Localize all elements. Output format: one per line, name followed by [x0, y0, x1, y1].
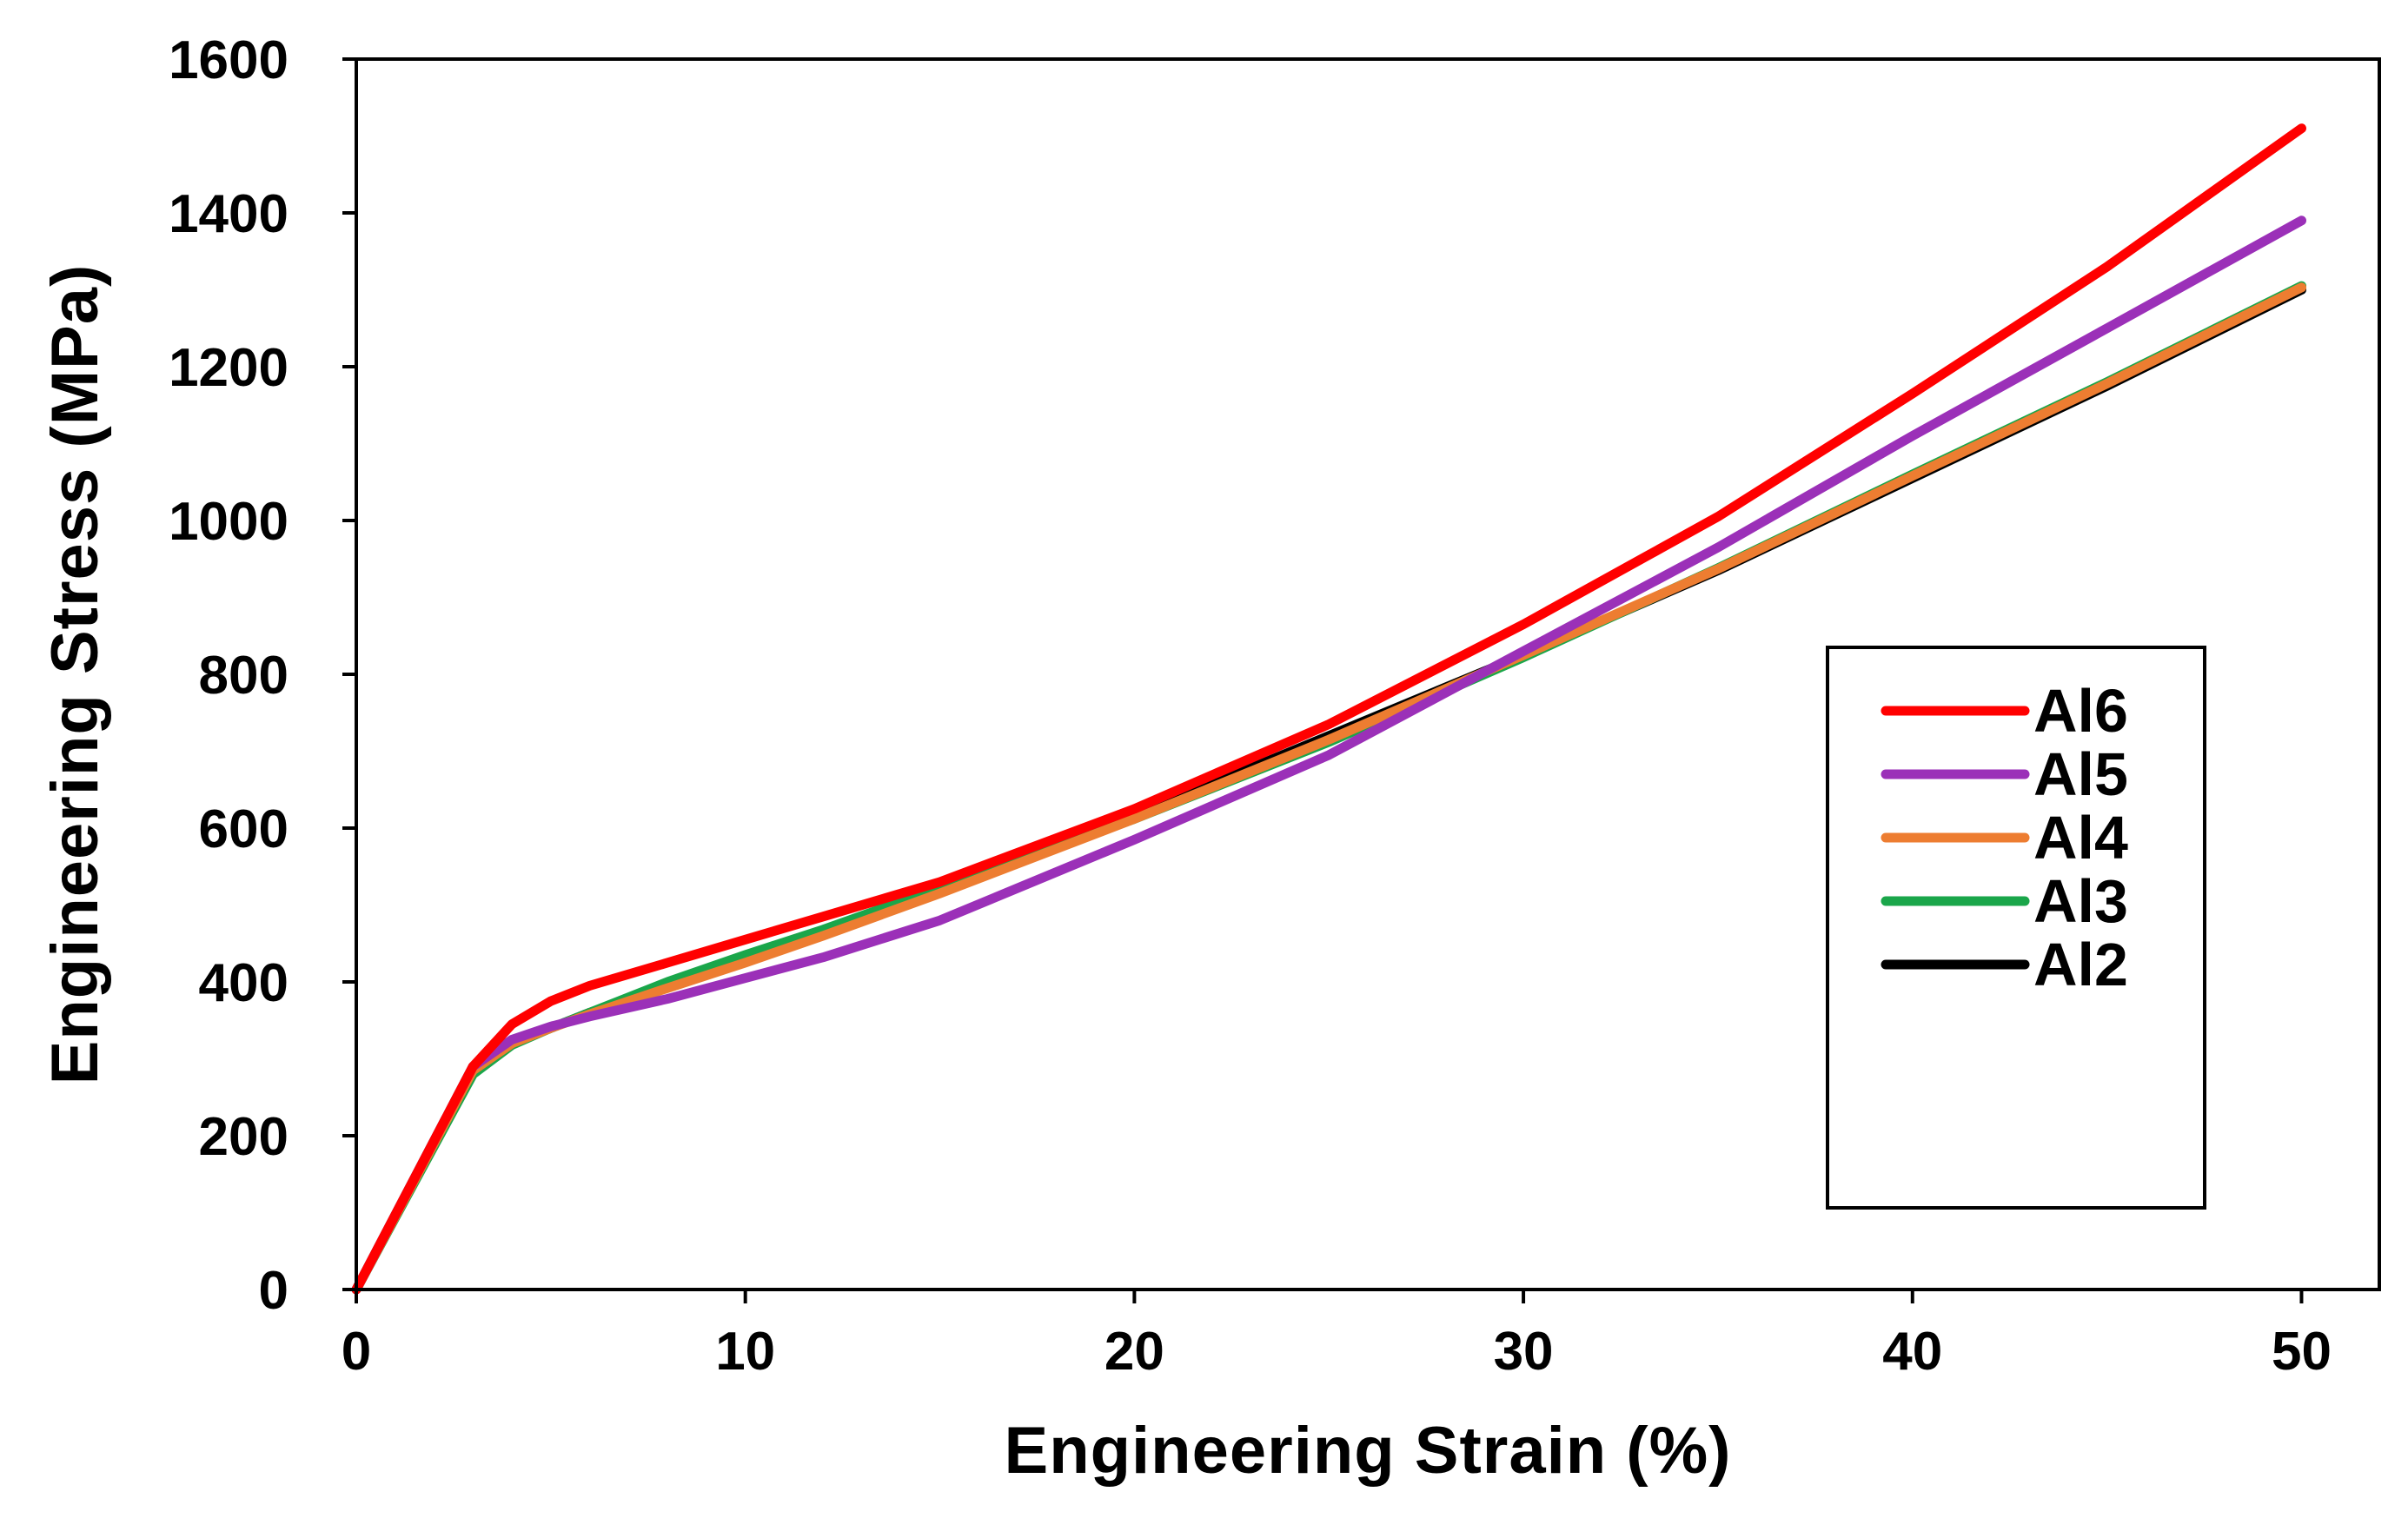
y-tick-label: 800 — [199, 646, 289, 706]
x-tick-label: 10 — [715, 1322, 775, 1382]
x-axis-title: Engineering Strain (%) — [1005, 1414, 1732, 1488]
legend-label-al6: Al6 — [2033, 677, 2128, 745]
legend-label-al4: Al4 — [2033, 804, 2128, 872]
y-tick-label: 1400 — [169, 184, 289, 244]
legend-label-al5: Al5 — [2033, 740, 2128, 808]
legend-label-al3: Al3 — [2033, 867, 2128, 935]
x-tick-label: 0 — [342, 1322, 371, 1382]
y-tick-label: 400 — [199, 953, 289, 1013]
x-tick-label: 20 — [1104, 1322, 1164, 1382]
x-tick-label: 30 — [1494, 1322, 1554, 1382]
y-tick-label: 1000 — [169, 492, 289, 552]
y-tick-label: 0 — [259, 1261, 289, 1321]
series-layer — [351, 123, 2306, 1295]
x-tick-label: 40 — [1882, 1322, 1942, 1382]
ticks-layer: 0 10 20 30 40 50 0 200 400 600 800 1000 1200 1400 1600 — [169, 30, 2332, 1382]
y-tick-label: 1600 — [169, 30, 289, 90]
y-tick-label: 1200 — [169, 338, 289, 398]
legend-label-al2: Al2 — [2033, 931, 2128, 998]
y-tick-label: 600 — [199, 799, 289, 859]
series-line-al5 — [351, 215, 2306, 1295]
x-tick-label: 50 — [2272, 1322, 2332, 1382]
y-axis-title: Engineering Stress (MPa) — [38, 264, 112, 1085]
legend-box — [1826, 646, 2206, 1210]
y-tick-label: 200 — [199, 1107, 289, 1167]
series-line-al6 — [351, 123, 2306, 1295]
